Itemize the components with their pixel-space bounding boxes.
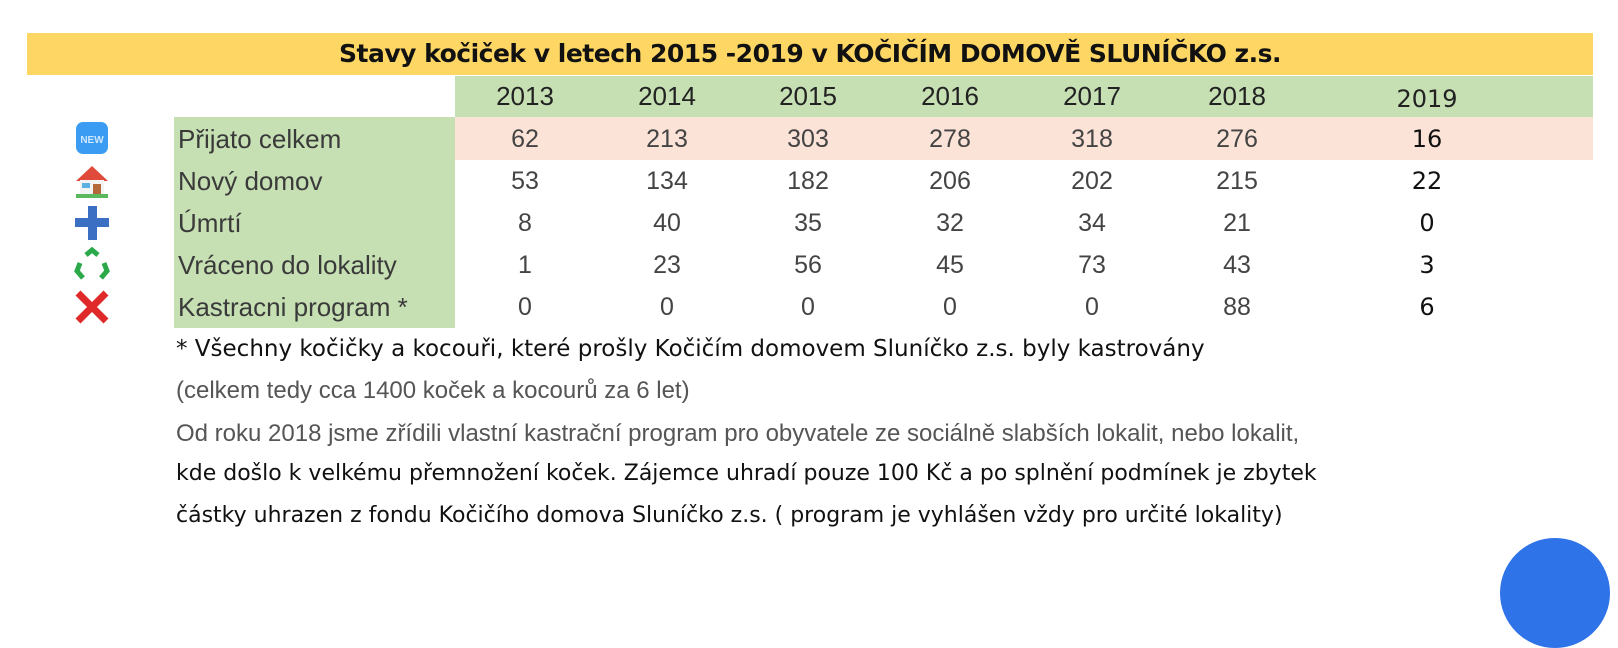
table-cell: 213 xyxy=(646,125,688,153)
note-line: (celkem tedy cca 1400 koček a kocourů za… xyxy=(176,377,690,404)
table-cell: 0 xyxy=(518,293,532,321)
table-cell: 16 xyxy=(1411,125,1443,153)
label-column xyxy=(174,117,455,328)
house-icon xyxy=(76,166,108,198)
row-label: Úmrtí xyxy=(178,208,242,238)
table-cell: 0 xyxy=(943,293,957,321)
year-header: 2019 xyxy=(1396,85,1458,113)
table-cell: 35 xyxy=(794,209,822,237)
table-cell: 6 xyxy=(1419,293,1435,321)
table-cell: 202 xyxy=(1071,167,1113,195)
highlight-row xyxy=(455,117,1593,160)
row-label: Přijato celkem xyxy=(178,124,342,154)
row-label: Nový domov xyxy=(178,166,323,196)
table-cell: 43 xyxy=(1223,251,1251,279)
year-header: 2013 xyxy=(496,81,554,111)
recycle-icon xyxy=(74,247,110,280)
year-header: 2016 xyxy=(921,81,979,111)
table-title: Stavy kočiček v letech 2015 -2019 v KOČI… xyxy=(27,33,1593,75)
table-cell: 34 xyxy=(1078,209,1106,237)
note-line: Od roku 2018 jsme zřídili vlastní kastra… xyxy=(176,420,1300,447)
table-cell: 1 xyxy=(518,251,532,279)
table-cell: 318 xyxy=(1071,125,1113,153)
table-cell: 40 xyxy=(653,209,681,237)
table-cell: 0 xyxy=(1085,293,1099,321)
svg-text:NEW: NEW xyxy=(80,135,104,146)
table-cell: 182 xyxy=(787,167,829,195)
table-cell: 88 xyxy=(1223,293,1251,321)
table-cell: 62 xyxy=(511,125,539,153)
table-cell: 23 xyxy=(653,251,681,279)
table-cell: 134 xyxy=(646,167,688,195)
table-cell: 303 xyxy=(787,125,829,153)
table-cell: 0 xyxy=(801,293,815,321)
cross-icon xyxy=(75,290,109,324)
table-cell: 0 xyxy=(660,293,674,321)
table-cell: 73 xyxy=(1078,251,1106,279)
footnote: * Všechny kočičky a kocouři, které prošl… xyxy=(176,336,1205,362)
table-cell: 0 xyxy=(1419,209,1435,237)
year-header: 2014 xyxy=(638,81,696,111)
row-label: Kastracni program * xyxy=(178,292,408,322)
table-cell: 21 xyxy=(1223,209,1251,237)
note-line: částky uhrazen z fondu Kočičího domova S… xyxy=(176,503,1283,528)
year-header: 2015 xyxy=(779,81,837,111)
table-cell: 8 xyxy=(518,209,532,237)
table-cell: 56 xyxy=(794,251,822,279)
floating-action-button[interactable] xyxy=(1500,538,1610,648)
table-cell: 32 xyxy=(936,209,964,237)
table-cell: 206 xyxy=(929,167,971,195)
row-label: Vráceno do lokality xyxy=(178,250,397,280)
year-header: 2017 xyxy=(1063,81,1121,111)
table-cell: 278 xyxy=(929,125,971,153)
year-header-row: 2013 2014 2015 2016 2017 2018 2019 xyxy=(455,76,1593,117)
plus-icon xyxy=(75,206,109,240)
new-badge-icon: NEW xyxy=(76,122,108,154)
table-cell: 3 xyxy=(1419,251,1435,279)
year-header: 2018 xyxy=(1208,81,1266,111)
table-cell: 45 xyxy=(936,251,964,279)
table-cell: 22 xyxy=(1411,167,1443,195)
table-cell: 276 xyxy=(1216,125,1258,153)
table-cell: 215 xyxy=(1216,167,1258,195)
table-cell: 53 xyxy=(511,167,539,195)
note-line: kde došlo k velkému přemnožení koček. Zá… xyxy=(176,461,1317,486)
